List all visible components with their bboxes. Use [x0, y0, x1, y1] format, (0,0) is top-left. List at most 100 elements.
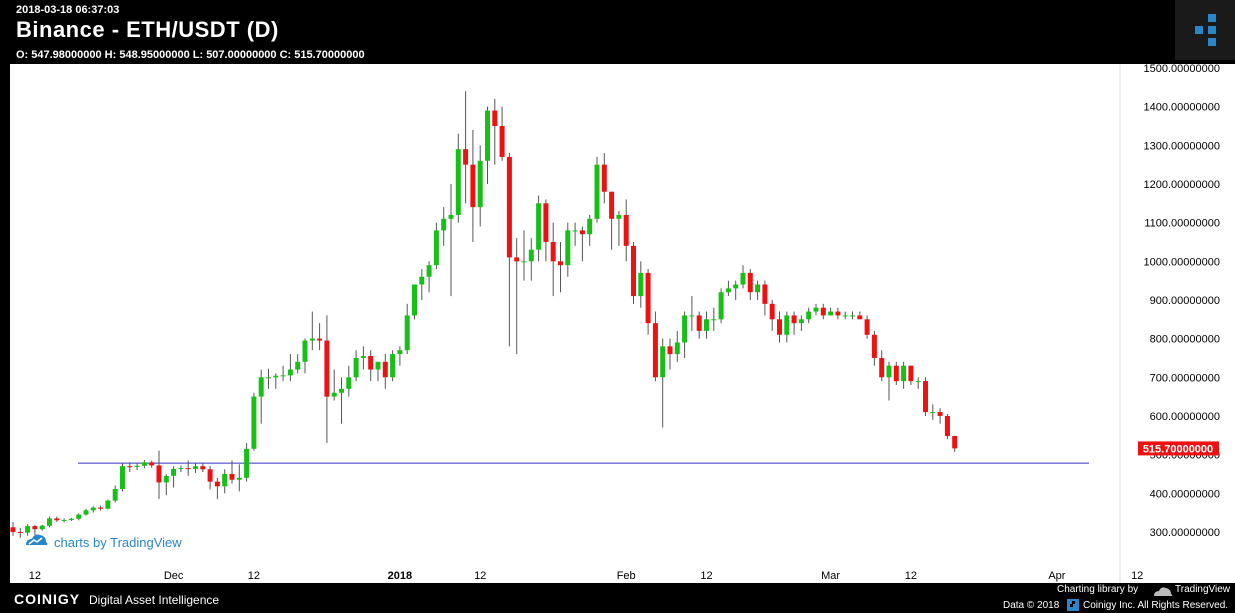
candle-body — [645, 272, 651, 324]
candle — [397, 346, 403, 366]
candle-body — [331, 392, 337, 397]
candle-body — [214, 481, 220, 487]
candle — [171, 466, 177, 488]
candle-body — [667, 346, 673, 355]
candle-body — [937, 412, 943, 416]
candle-body — [346, 377, 352, 389]
candle — [441, 207, 447, 246]
candle-body — [798, 319, 804, 324]
candle — [579, 226, 585, 262]
timestamp: 2018-03-18 06:37:03 — [16, 4, 120, 16]
candle-body — [339, 388, 344, 393]
candle — [864, 315, 870, 339]
candle-body — [492, 110, 498, 126]
candle — [222, 469, 228, 494]
brand-logo[interactable] — [1175, 0, 1235, 60]
candle — [404, 303, 410, 355]
candle — [463, 91, 469, 204]
price-tick-label: 400.00000000 — [1150, 488, 1220, 500]
candle-body — [25, 526, 31, 533]
candle-body — [704, 319, 709, 331]
price-tick-label: 1400.00000000 — [1144, 102, 1220, 114]
candle — [901, 361, 907, 389]
candle — [492, 98, 498, 165]
candle — [528, 238, 534, 281]
candle-body — [791, 315, 797, 324]
tagline: Digital Asset Intelligence — [89, 593, 220, 607]
footer: COINIGY Digital Asset Intelligence Chart… — [0, 583, 1235, 613]
candle-body — [83, 510, 89, 515]
candle-body — [382, 361, 388, 378]
candle — [930, 404, 936, 420]
candle — [521, 230, 527, 281]
candle — [514, 238, 520, 355]
candle — [375, 361, 381, 382]
candle-body — [952, 436, 958, 449]
candle — [506, 153, 512, 347]
price-tick-label: 1000.00000000 — [1144, 256, 1220, 268]
candle-body — [944, 415, 950, 437]
candle — [382, 354, 388, 389]
time-tick-label: 12 — [905, 570, 917, 582]
candle-body — [558, 261, 563, 266]
candle-body — [39, 525, 45, 530]
price-tick-label: 1300.00000000 — [1144, 140, 1220, 152]
candle — [944, 414, 950, 440]
candle-body — [280, 375, 286, 377]
candle — [229, 460, 235, 484]
candle-body — [244, 448, 250, 478]
candle — [236, 464, 242, 492]
candle-body — [565, 230, 571, 266]
candle-body — [134, 465, 140, 467]
candle-body — [156, 465, 162, 483]
plot-area[interactable] — [10, 64, 1120, 583]
candle — [711, 307, 717, 331]
price-tick-label: 900.00000000 — [1150, 295, 1220, 307]
candle-body — [930, 412, 936, 414]
time-tick-label: 12 — [1131, 570, 1143, 582]
tradingview-watermark[interactable]: charts by TradingView — [26, 534, 182, 551]
candle-body — [806, 311, 812, 320]
candle-body — [777, 319, 782, 335]
candle-body — [455, 149, 461, 215]
candle-body — [390, 354, 396, 378]
candle — [886, 361, 892, 401]
candle-body — [923, 381, 928, 413]
candle — [178, 465, 184, 472]
library-credit: Charting library by — [1057, 584, 1139, 595]
candle — [214, 477, 220, 500]
candle — [331, 369, 337, 401]
candle-body — [543, 203, 549, 242]
time-tick-label: 2018 — [388, 570, 412, 582]
candle — [149, 460, 155, 468]
candle-body — [711, 319, 717, 321]
candle — [47, 516, 52, 528]
candle-body — [360, 356, 366, 358]
price-chart[interactable]: 1500.00000000 1400.00000000 1300.00000000 1… — [0, 64, 1235, 583]
candle — [141, 460, 147, 469]
candle — [280, 365, 286, 382]
candle-body — [404, 315, 410, 351]
candle — [704, 311, 709, 339]
candle-body — [309, 338, 315, 341]
library-name[interactable]: TradingView — [1175, 584, 1231, 595]
candle-body — [258, 377, 264, 397]
price-axis[interactable] — [1120, 64, 1235, 583]
candle — [295, 354, 301, 374]
candle-body — [120, 466, 125, 490]
candle — [346, 365, 352, 397]
candle — [185, 460, 191, 476]
candle-body — [149, 462, 155, 466]
candle — [39, 524, 45, 531]
candle-body — [141, 462, 147, 466]
candle — [76, 513, 82, 521]
candle-body — [324, 340, 330, 397]
candle — [725, 280, 731, 297]
candle-body — [652, 323, 658, 378]
candle — [631, 241, 636, 304]
time-axis-ticks: 12 Dec 12 2018 12 Feb 12 Mar 12 Apr 12 — [29, 570, 1144, 582]
candle-body — [499, 125, 505, 157]
candle — [915, 377, 921, 389]
coinigy-logo[interactable]: COINIGY — [14, 591, 81, 607]
time-tick-label: Dec — [164, 570, 184, 582]
